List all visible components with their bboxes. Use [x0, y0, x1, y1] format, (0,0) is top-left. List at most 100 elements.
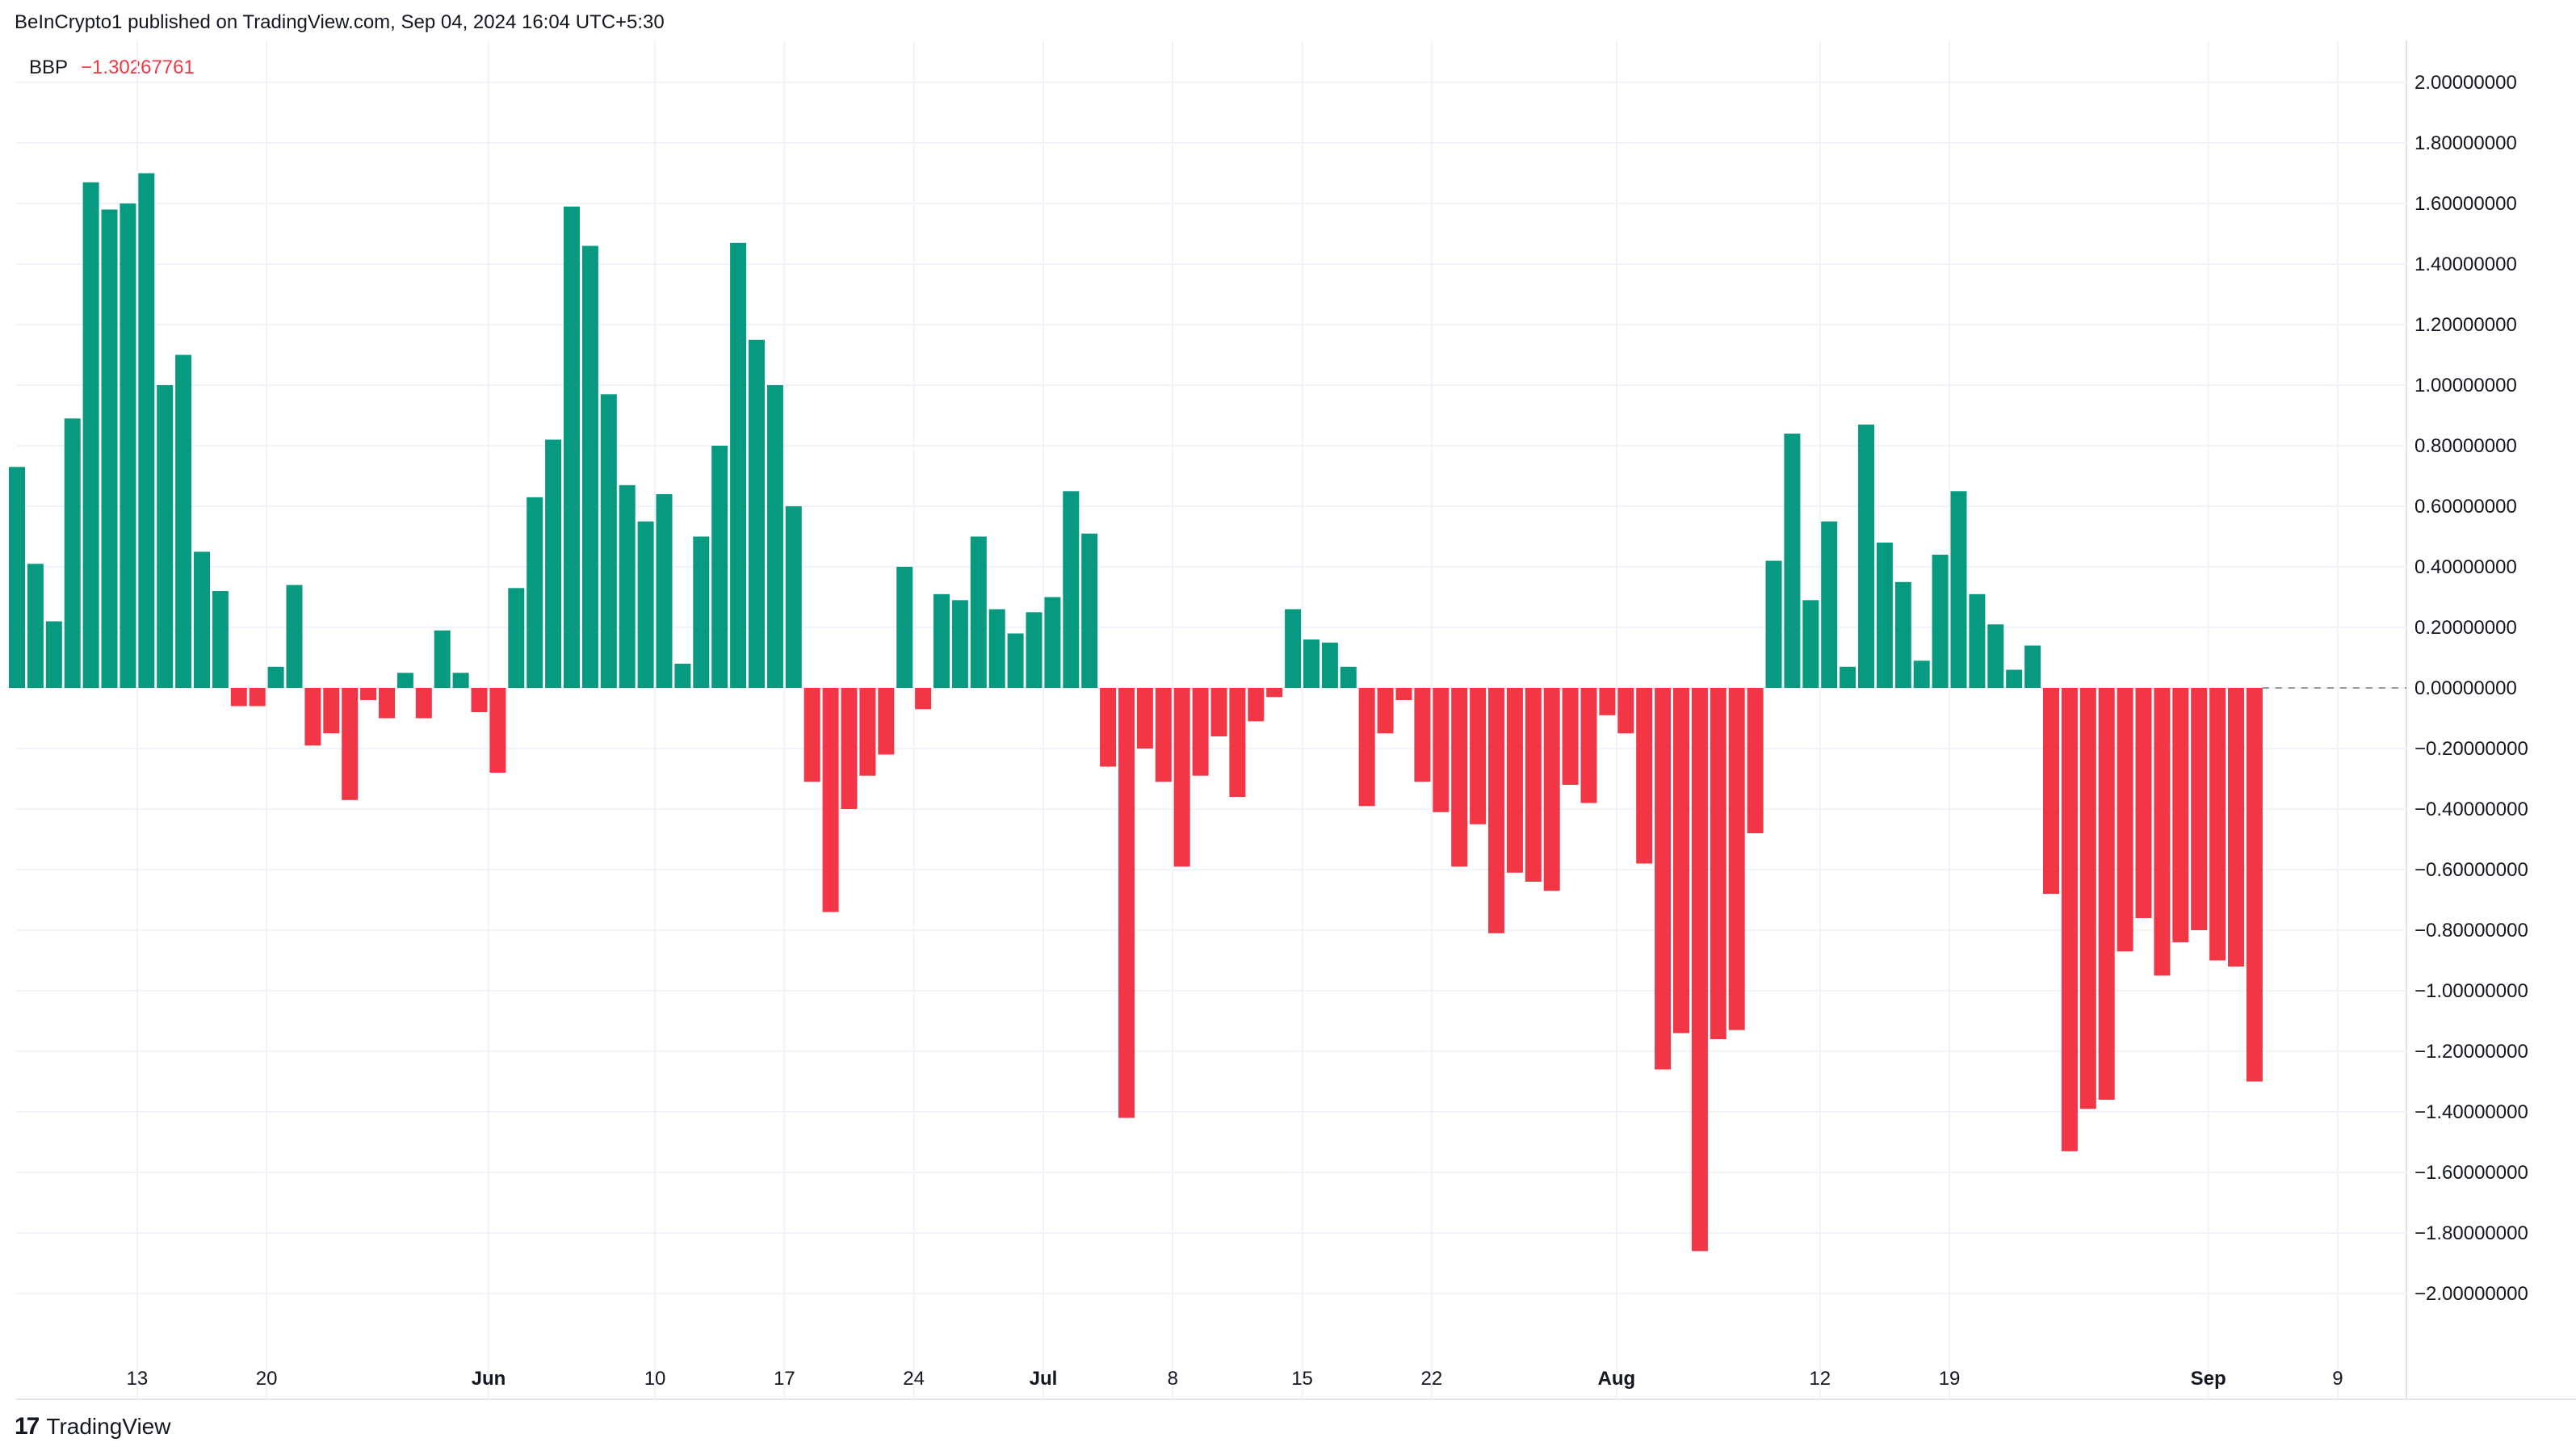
- histogram-bar: [157, 385, 174, 688]
- histogram-bar: [1636, 688, 1653, 864]
- x-tick-label: 17: [774, 1368, 795, 1390]
- histogram-bar: [766, 385, 783, 688]
- histogram-bar: [1506, 688, 1523, 873]
- publisher-line: BeInCrypto1 published on TradingView.com…: [15, 11, 665, 33]
- histogram-bar: [1562, 688, 1579, 785]
- histogram-bar: [1340, 666, 1357, 689]
- x-tick-label: 13: [126, 1368, 148, 1390]
- histogram-bar: [1433, 688, 1450, 812]
- histogram-bar: [2209, 688, 2226, 961]
- histogram-bar: [2228, 688, 2244, 967]
- histogram-bar: [951, 600, 968, 688]
- histogram-bar: [1358, 688, 1375, 807]
- y-tick-label: 0.60000000: [2414, 496, 2517, 518]
- histogram-bar: [1525, 688, 1542, 882]
- y-tick-label: −1.20000000: [2414, 1041, 2528, 1063]
- histogram-bar: [1987, 624, 2004, 689]
- histogram-bar: [1488, 688, 1504, 933]
- histogram-bar: [600, 394, 617, 689]
- y-tick-label: −1.40000000: [2414, 1101, 2528, 1123]
- histogram-bar: [1673, 688, 1689, 1034]
- chart-bars: [9, 173, 2263, 1252]
- histogram-bar: [45, 621, 62, 688]
- y-tick-label: 1.40000000: [2414, 254, 2517, 275]
- histogram-bar: [1655, 688, 1672, 1070]
- histogram-bar: [379, 688, 395, 719]
- histogram-bar: [878, 688, 895, 755]
- x-tick-label: 8: [1168, 1368, 1178, 1390]
- x-tick-label: Jun: [472, 1368, 506, 1390]
- histogram-bar: [396, 673, 413, 689]
- histogram-bar: [2024, 645, 2041, 688]
- histogram-bar: [249, 688, 266, 707]
- histogram-bar: [1913, 660, 1930, 689]
- histogram-bar: [1007, 633, 1024, 688]
- histogram-bar: [1950, 491, 1967, 689]
- histogram-bar: [1100, 688, 1117, 767]
- tradingview-logo-text: TradingView: [46, 1414, 171, 1439]
- histogram-bar: [1802, 600, 1819, 688]
- x-tick-label: 12: [1809, 1368, 1831, 1390]
- histogram-bar: [785, 506, 802, 688]
- histogram-bar: [545, 439, 562, 688]
- histogram-bar: [1617, 688, 1634, 734]
- histogram-bar: [286, 585, 303, 688]
- histogram-bar: [2098, 688, 2115, 1100]
- histogram-bar: [822, 688, 839, 912]
- x-tick-label: 10: [644, 1368, 666, 1390]
- histogram-bar: [1876, 543, 1893, 688]
- histogram-bar: [896, 567, 913, 688]
- histogram-bar: [138, 173, 155, 688]
- histogram-bar: [1470, 688, 1487, 824]
- histogram-bar: [1026, 612, 1043, 689]
- y-tick-label: 0.20000000: [2414, 617, 2517, 639]
- y-tick-label: −2.00000000: [2414, 1283, 2528, 1305]
- histogram-bar: [2117, 688, 2133, 952]
- histogram-bar: [1229, 688, 1246, 797]
- histogram-bar: [2172, 688, 2189, 942]
- histogram-bar: [527, 497, 543, 689]
- x-tick-label: Sep: [2191, 1368, 2226, 1390]
- histogram-bar: [1248, 688, 1265, 722]
- histogram-bar: [1932, 555, 1949, 688]
- histogram-bar: [1303, 639, 1319, 688]
- y-tick-label: −0.20000000: [2414, 738, 2528, 760]
- histogram-bar: [1580, 688, 1597, 803]
- histogram-bar: [1285, 609, 1302, 688]
- y-tick-label: 1.00000000: [2414, 375, 2517, 396]
- histogram-bar: [175, 354, 192, 688]
- y-tick-label: 1.20000000: [2414, 314, 2517, 336]
- histogram-bar: [1118, 688, 1135, 1118]
- histogram-bar: [1173, 688, 1190, 867]
- histogram-bar: [1192, 688, 1209, 776]
- histogram-bar: [988, 609, 1005, 688]
- x-tick-label: Jul: [1030, 1368, 1058, 1390]
- histogram-bar: [2043, 688, 2059, 894]
- histogram-bar: [9, 467, 25, 689]
- histogram-bar: [841, 688, 858, 809]
- histogram-bar: [230, 688, 247, 707]
- histogram-bar: [1155, 688, 1172, 782]
- tradingview-logo-icon: 17: [15, 1413, 40, 1440]
- histogram-bar: [508, 588, 525, 689]
- histogram-bar: [1728, 688, 1745, 1030]
- y-tick-label: 1.80000000: [2414, 132, 2517, 154]
- histogram-bar: [564, 206, 580, 689]
- histogram-bar: [1691, 688, 1708, 1252]
- y-tick-label: 0.00000000: [2414, 677, 2517, 699]
- tradingview-logo[interactable]: 17 TradingView: [15, 1413, 170, 1440]
- histogram-bar: [859, 688, 876, 776]
- histogram-bar: [693, 536, 710, 688]
- histogram-bar: [342, 688, 359, 800]
- x-tick-label: Aug: [1598, 1368, 1636, 1390]
- histogram-bar: [2061, 688, 2078, 1151]
- histogram-bar: [749, 339, 765, 688]
- histogram-bar: [1210, 688, 1227, 736]
- y-tick-label: 0.80000000: [2414, 435, 2517, 457]
- histogram-bar: [1747, 688, 1764, 833]
- indicator-name: BBP: [29, 57, 69, 78]
- histogram-bar: [1543, 688, 1560, 891]
- histogram-bar: [2246, 688, 2263, 1082]
- x-tick-label: 19: [1939, 1368, 1961, 1390]
- histogram-bar: [711, 446, 728, 688]
